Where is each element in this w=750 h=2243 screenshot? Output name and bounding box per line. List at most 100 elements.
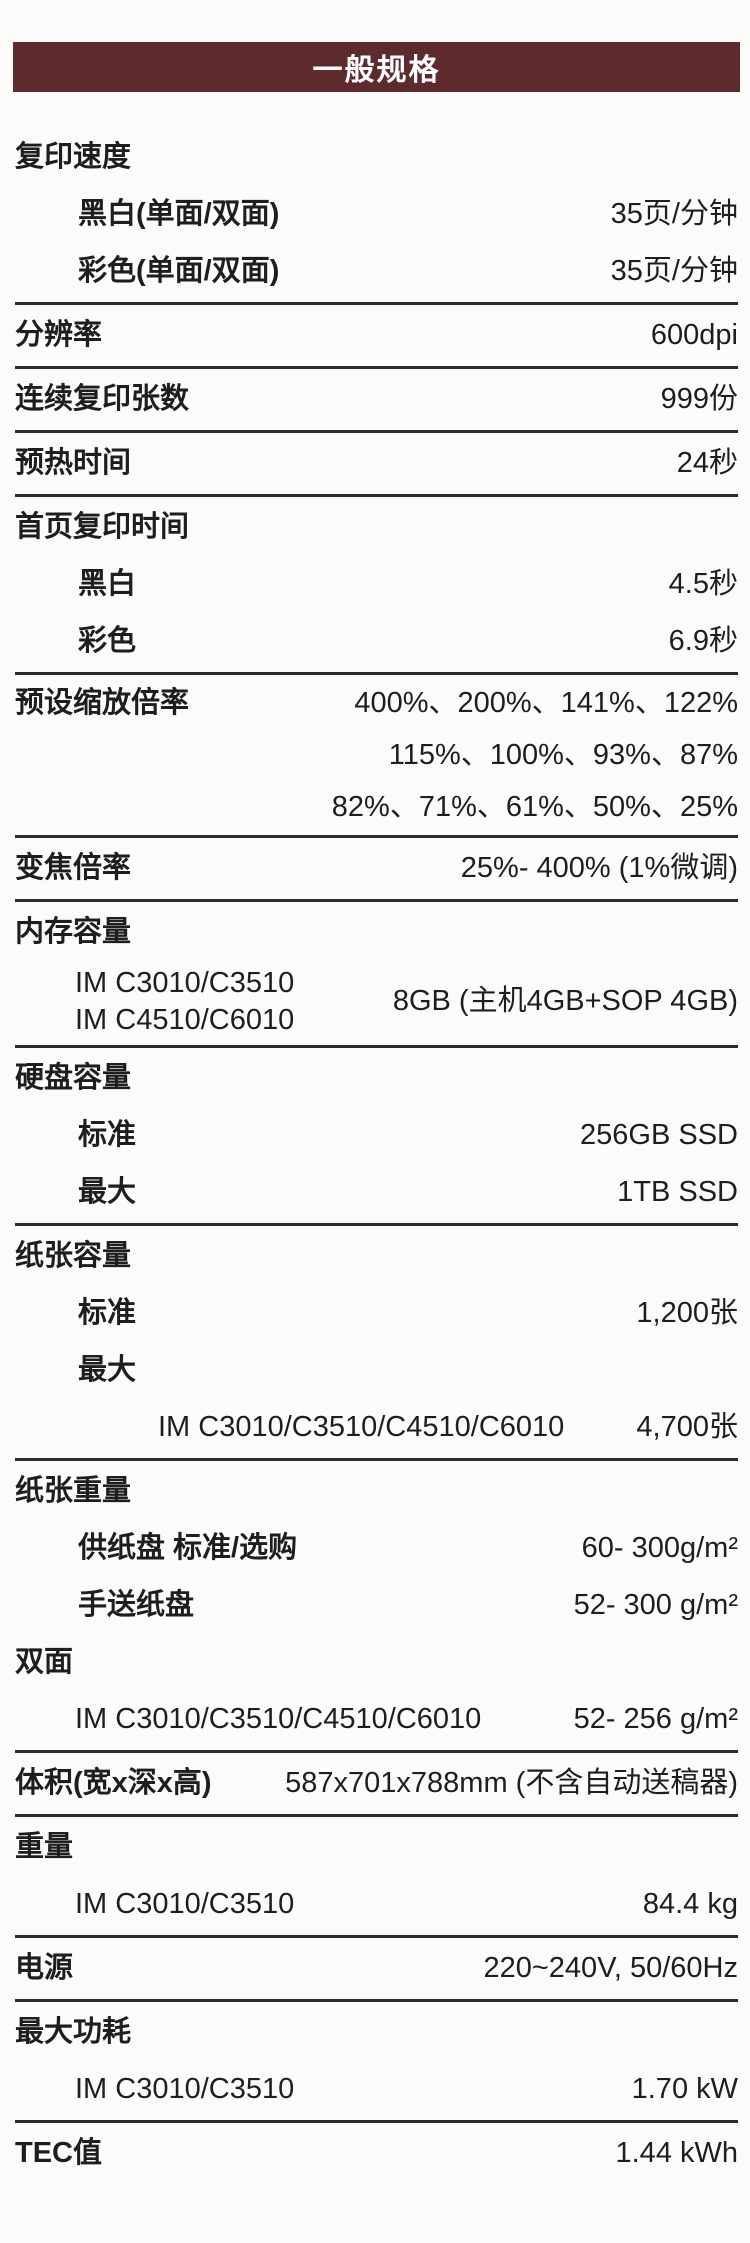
spec-row: 最大 (15, 1342, 738, 1399)
spec-label: 硬盘容量 (15, 1061, 132, 1094)
spec-row: 彩色(单面/双面) 35页/分钟 (15, 243, 738, 300)
spec-label: 变焦倍率 (15, 851, 132, 884)
spec-value: 1,200张 (636, 1296, 738, 1329)
spec-label: 重量 (15, 1830, 74, 1863)
spec-row: 手送纸盘 52- 300 g/m² (15, 1577, 738, 1634)
spec-row: 体积(宽x深x高) 587x701x788mm (不含自动送稿器) (15, 1755, 738, 1812)
spec-value: 52- 300 g/m² (573, 1588, 738, 1621)
spec-label: TEC值 (15, 2136, 103, 2169)
row-divider (15, 1999, 738, 2002)
spec-value: 1.70 kW (631, 2072, 738, 2105)
spec-row: 黑白 4.5秒 (15, 556, 738, 613)
spec-label: 分辨率 (15, 318, 103, 351)
spec-row: 黑白(单面/双面) 35页/分钟 (15, 186, 738, 243)
spec-row: 纸张容量 (15, 1228, 738, 1285)
spec-label: 最大 (78, 1175, 137, 1208)
spec-value: 4.5秒 (668, 567, 738, 600)
spec-row: 彩色 6.9秒 (15, 613, 738, 670)
spec-row: 内存容量 (15, 904, 738, 961)
spec-row: 标准 256GB SSD (15, 1107, 738, 1164)
spec-model-label: IM C4510/C6010 (75, 1004, 295, 1036)
spec-row: 重量 (15, 1819, 738, 1876)
section-banner-title: 一般规格 (312, 54, 441, 87)
spec-label: IM C3010/C3510 (75, 1887, 295, 1920)
spec-label: 纸张容量 (15, 1239, 132, 1272)
spec-model-labels: IM C3010/C3510 IM C4510/C6010 (15, 965, 294, 1039)
spec-value: 35页/分钟 (610, 197, 738, 230)
spec-model-label: IM C3010/C3510 (75, 967, 295, 999)
row-divider (15, 1045, 738, 1048)
row-divider (15, 2120, 738, 2123)
spec-value: 600dpi (650, 318, 738, 351)
spec-label: 预热时间 (15, 446, 132, 479)
spec-label: 体积(宽x深x高) (15, 1766, 212, 1799)
row-divider (15, 672, 738, 675)
spec-value-line: 115%、100%、93%、87% (388, 739, 738, 771)
spec-label: 电源 (15, 1951, 74, 1984)
spec-label: IM C3010/C3510 (75, 2072, 295, 2105)
spec-value: 84.4 kg (642, 1887, 738, 1920)
row-divider (15, 430, 738, 433)
spec-row: 硬盘容量 (15, 1050, 738, 1107)
spec-sheet-page: 一般规格 复印速度 黑白(单面/双面) 35页/分钟 彩色(单面/双面) 35页/分钟分… (0, 42, 750, 2182)
spec-row: 标准 1,200张 (15, 1285, 738, 1342)
row-divider (15, 1458, 738, 1461)
spec-value: 587x701x788mm (不含自动送稿器) (285, 1766, 738, 1799)
spec-row: 双面 (15, 1634, 738, 1691)
row-divider (15, 1935, 738, 1938)
spec-value: 4,700张 (636, 1410, 738, 1443)
spec-row: IM C3010/C3510/C4510/C6010 4,700张 (15, 1399, 738, 1456)
spec-value-line: 82%、71%、61%、50%、25% (331, 791, 738, 823)
row-divider (15, 494, 738, 497)
spec-row: 电源 220~240V, 50/60Hz (15, 1940, 738, 1997)
spec-row: IM C3010/C3510 84.4 kg (15, 1876, 738, 1933)
spec-value: 60- 300g/m² (581, 1531, 738, 1564)
spec-row: 最大 1TB SSD (15, 1164, 738, 1221)
spec-label: 彩色(单面/双面) (78, 254, 280, 287)
row-divider (15, 1750, 738, 1753)
spec-label: 黑白(单面/双面) (78, 197, 280, 230)
spec-value: 1TB SSD (617, 1175, 738, 1208)
spec-label: 最大功耗 (15, 2015, 132, 2048)
spec-row: IM C3010/C3510/C4510/C6010 52- 256 g/m² (15, 1691, 738, 1748)
spec-row: 预热时间 24秒 (15, 435, 738, 492)
spec-label: 手送纸盘 (78, 1588, 195, 1621)
spec-value: 8GB (主机4GB+SOP 4GB) (392, 985, 738, 1018)
row-divider (15, 366, 738, 369)
spec-value: 35页/分钟 (610, 254, 738, 287)
spec-value: 999份 (660, 382, 738, 415)
spec-label: IM C3010/C3510/C4510/C6010 (158, 1410, 565, 1443)
spec-label: 内存容量 (15, 915, 132, 948)
spec-row: TEC值 1.44 kWh (15, 2125, 738, 2182)
row-divider (15, 1814, 738, 1817)
spec-label: 首页复印时间 (15, 510, 190, 543)
row-divider (15, 302, 738, 305)
spec-value: 6.9秒 (668, 624, 738, 657)
spec-row: IM C3010/C3510 1.70 kW (15, 2061, 738, 2118)
spec-label: 彩色 (78, 624, 137, 657)
spec-label: 标准 (78, 1118, 137, 1151)
spec-label: 预设缩放倍率 (15, 687, 190, 719)
spec-label: IM C3010/C3510/C4510/C6010 (75, 1702, 482, 1735)
spec-label: 复印速度 (15, 140, 132, 173)
spec-label: 供纸盘 标准/选购 (78, 1531, 298, 1564)
spec-row: 复印速度 (15, 129, 738, 186)
spec-row: 变焦倍率 25%- 400% (1%微调) (15, 840, 738, 897)
spec-value: 1.44 kWh (615, 2136, 739, 2169)
spec-value: 24秒 (676, 446, 738, 479)
spec-label: 黑白 (78, 567, 137, 600)
spec-value-lines: 400%、200%、141%、122% 115%、100%、93%、87% 82%、… (189, 677, 738, 833)
row-divider (15, 835, 738, 838)
spec-row: 最大功耗 (15, 2004, 738, 2061)
spec-value-line: 400%、200%、141%、122% (354, 687, 738, 719)
spec-value: 256GB SSD (580, 1118, 738, 1151)
row-divider (15, 899, 738, 902)
spec-row: 供纸盘 标准/选购 60- 300g/m² (15, 1520, 738, 1577)
spec-value: 52- 256 g/m² (573, 1702, 738, 1735)
spec-label: 双面 (15, 1645, 74, 1678)
section-banner: 一般规格 (13, 42, 740, 92)
spec-label: 纸张重量 (15, 1474, 132, 1507)
spec-value: 25%- 400% (1%微调) (460, 851, 738, 884)
spec-row: 首页复印时间 (15, 499, 738, 556)
spec-row: 分辨率 600dpi (15, 307, 738, 364)
